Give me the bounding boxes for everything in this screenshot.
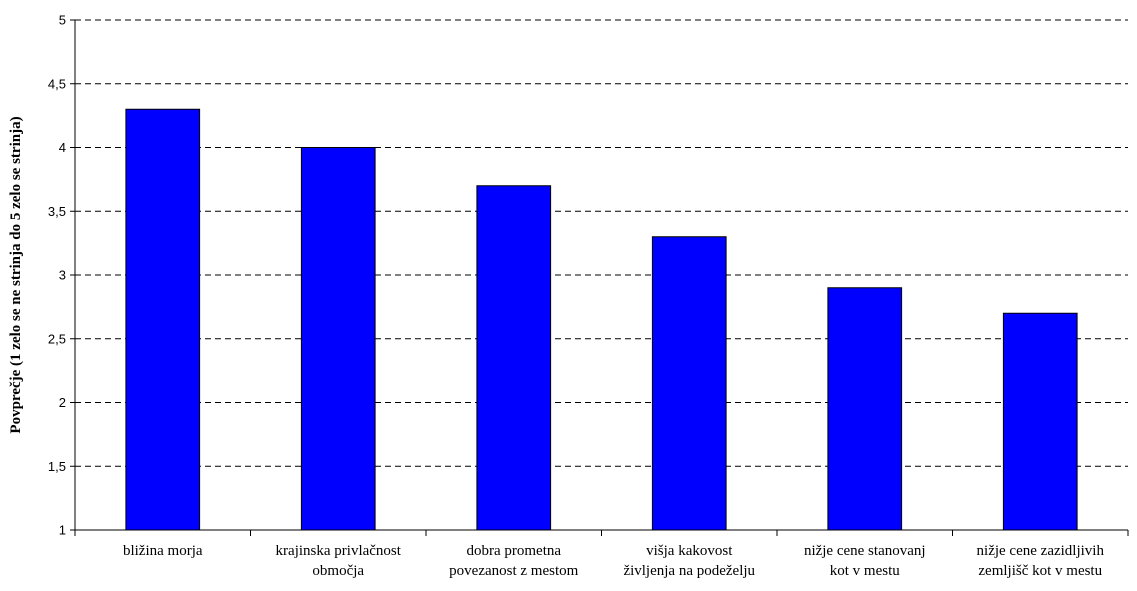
y-tick-label: 4,5 bbox=[48, 76, 66, 91]
x-tick-label: nižje cene stanovanj kot v mestu bbox=[804, 543, 926, 579]
bar bbox=[125, 108, 201, 531]
bar bbox=[300, 147, 376, 531]
y-tick-labels: 1 1,5 2 2,5 3 3,5 4 4,5 5 bbox=[48, 13, 66, 538]
y-tick-label: 1,5 bbox=[48, 459, 66, 474]
x-tick-label: višja kakovost življenja na podeželju bbox=[623, 543, 755, 579]
bar bbox=[827, 287, 903, 531]
x-tick-label: nižje cene zazidljivih zemljišč kot v mes… bbox=[977, 543, 1105, 579]
bar bbox=[476, 185, 552, 531]
y-tick-label: 4 bbox=[59, 140, 66, 155]
x-tick-label: dobra prometna povezanost z mestom bbox=[449, 543, 578, 579]
bar bbox=[651, 236, 727, 531]
gridlines bbox=[75, 19, 1128, 467]
axes bbox=[70, 19, 1129, 536]
y-tick-label: 1 bbox=[59, 523, 66, 538]
bars bbox=[125, 108, 1078, 531]
x-tick-label: krajinska privlačnost območja bbox=[276, 543, 402, 579]
x-tick-labels: bližina morja krajinska privlačnost območj… bbox=[123, 543, 1104, 579]
y-tick-label: 2 bbox=[59, 395, 66, 410]
y-tick-label: 2,5 bbox=[48, 331, 66, 346]
x-tick-label: bližina morja bbox=[123, 543, 203, 559]
y-axis-label: Povprečje (1 zelo se ne strinja do 5 zel… bbox=[8, 116, 24, 433]
y-tick-label: 5 bbox=[59, 13, 66, 28]
y-tick-label: 3,5 bbox=[48, 204, 66, 219]
y-tick-label: 3 bbox=[59, 268, 66, 283]
bar bbox=[1002, 312, 1078, 531]
